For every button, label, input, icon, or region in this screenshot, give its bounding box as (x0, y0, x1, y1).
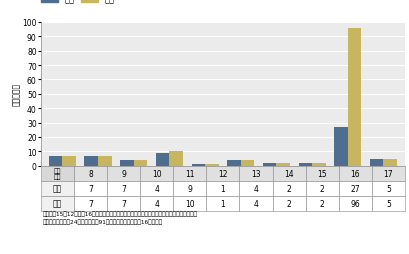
Bar (384, 159, 397, 166)
Bar (334, 128, 348, 166)
Bar (227, 160, 241, 166)
Bar (49, 156, 62, 166)
Bar (299, 163, 312, 166)
Bar (276, 163, 290, 166)
Bar (191, 165, 205, 166)
Bar (134, 160, 147, 166)
Bar (156, 153, 169, 166)
Bar (84, 156, 98, 166)
Bar (98, 156, 112, 166)
Bar (169, 152, 183, 166)
Y-axis label: （件、人）: （件、人） (12, 83, 21, 106)
Legend: 件数, 人員: 件数, 人員 (41, 0, 115, 5)
Bar (62, 156, 76, 166)
Bar (312, 163, 326, 166)
Bar (205, 165, 219, 166)
Bar (370, 159, 384, 166)
Bar (241, 160, 254, 166)
Bar (348, 29, 362, 166)
Bar (120, 160, 134, 166)
Text: 注：平成15年12月から16年１月にかけて検挙した「建国義勇軍国際征伐隊」構成員らによる
　事件（検挙件楐24件、検挙人告91人）については、平成16年に計上: 注：平成15年12月から16年１月にかけて検挙した「建国義勇軍国際征伐隊」構成員… (43, 211, 198, 224)
Bar (263, 163, 276, 166)
